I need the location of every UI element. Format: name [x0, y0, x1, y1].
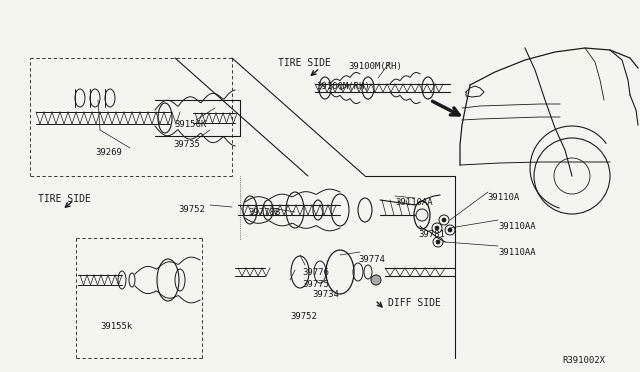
Text: 39774: 39774: [358, 255, 385, 264]
Text: 39110AA: 39110AA: [395, 198, 433, 207]
Text: 39775: 39775: [302, 280, 329, 289]
Text: 39776: 39776: [302, 268, 329, 277]
Text: TIRE SIDE: TIRE SIDE: [38, 194, 91, 204]
Text: 39269: 39269: [95, 148, 122, 157]
Text: 39752: 39752: [178, 205, 205, 214]
Text: 39156K: 39156K: [174, 120, 206, 129]
Text: 39734: 39734: [312, 290, 339, 299]
Text: 39778B: 39778B: [248, 208, 280, 217]
Text: 39752: 39752: [290, 312, 317, 321]
Circle shape: [442, 218, 446, 222]
Text: 39735: 39735: [173, 140, 200, 149]
Text: TIRE SIDE: TIRE SIDE: [278, 58, 331, 68]
Circle shape: [436, 240, 440, 244]
Circle shape: [371, 275, 381, 285]
Text: 39100M(RH): 39100M(RH): [348, 62, 402, 71]
Text: 39155k: 39155k: [100, 322, 132, 331]
Circle shape: [448, 228, 452, 232]
Text: 39110A: 39110A: [487, 193, 519, 202]
Text: DIFF SIDE: DIFF SIDE: [388, 298, 441, 308]
Text: 39110AA: 39110AA: [498, 222, 536, 231]
Text: 39110AA: 39110AA: [498, 248, 536, 257]
Circle shape: [435, 226, 439, 230]
Text: R391002X: R391002X: [562, 356, 605, 365]
Text: 39781: 39781: [418, 230, 445, 239]
Text: 39100M(RH): 39100M(RH): [316, 82, 370, 91]
